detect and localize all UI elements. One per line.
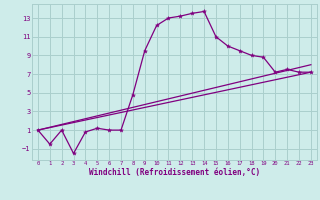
X-axis label: Windchill (Refroidissement éolien,°C): Windchill (Refroidissement éolien,°C) xyxy=(89,168,260,177)
